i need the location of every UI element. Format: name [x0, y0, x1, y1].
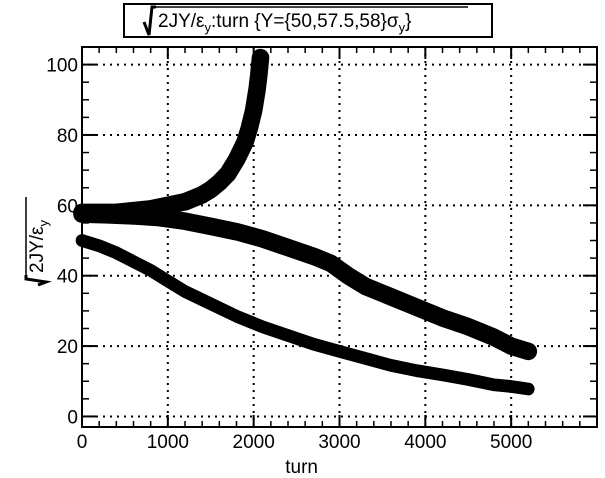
- series-1-point: [166, 203, 170, 207]
- series-2-point: [441, 316, 444, 320]
- title-mid: :turn {Y={50,57.5,58}σ: [211, 11, 399, 32]
- series-1-point: [257, 73, 261, 77]
- series-1-point: [247, 126, 251, 130]
- y-tick-label: 80: [57, 126, 78, 147]
- series-2-line: [73, 205, 538, 361]
- series-3-point: [114, 251, 118, 255]
- series-2-point: [415, 305, 419, 309]
- series-3-point: [183, 290, 187, 293]
- series-3-point: [166, 279, 170, 283]
- series-2-point: [389, 295, 393, 299]
- chart-title: 2JY/εy:turn {Y={50,57.5,58}σy}: [123, 3, 493, 38]
- title-main: 2JY/ε: [158, 11, 205, 32]
- series-2-point: [106, 213, 110, 217]
- series-3-point: [286, 334, 290, 337]
- series-2-point: [312, 254, 316, 258]
- series-2-point: [235, 230, 238, 234]
- series-3-point: [80, 239, 84, 242]
- series-3-point: [260, 325, 264, 329]
- tick-labels: 0 1000 2000 3000 4000 5000 0 20 40 60 80 100: [46, 56, 532, 453]
- series-2-point: [260, 237, 264, 241]
- series-3-point: [235, 314, 238, 318]
- series-layer: [73, 48, 538, 396]
- y-tick-label: 0: [67, 407, 78, 428]
- series-3-point: [97, 244, 101, 248]
- x-tick-label: 3000: [318, 432, 360, 453]
- series-3-point: [209, 302, 213, 306]
- x-axis-label: turn: [285, 457, 318, 478]
- series-2-point: [183, 219, 187, 223]
- y-tick-label: 20: [57, 337, 78, 358]
- x-tick-label: 5000: [490, 432, 532, 453]
- series-1-point: [259, 56, 262, 60]
- ylabel-main: 2JY/ε: [27, 226, 48, 273]
- series-3-point: [132, 260, 135, 264]
- ylabel-sub: y: [36, 220, 51, 227]
- series-2-point: [132, 214, 135, 218]
- y-tick-label: 60: [57, 196, 78, 217]
- series-2-point: [286, 246, 290, 250]
- x-tick-label: 0: [77, 432, 88, 453]
- series-3-point: [526, 387, 530, 391]
- series-2-point: [157, 216, 161, 220]
- series-3-point: [363, 356, 367, 360]
- series-2-point: [466, 325, 470, 329]
- series-2-point: [526, 349, 530, 353]
- title-sub: y: [205, 20, 212, 35]
- series-1-point: [243, 140, 247, 144]
- axis-ticks: [81, 47, 597, 427]
- y-axis-label: 2JY/εy: [24, 197, 52, 287]
- ylabel-sqrt-symbol: [24, 275, 52, 287]
- series-1-point: [226, 172, 230, 176]
- x-tick-label: 2000: [233, 432, 275, 453]
- series-1-point: [255, 87, 259, 91]
- series-1-point: [209, 188, 213, 191]
- x-tick-label: 1000: [147, 432, 189, 453]
- title-sub2: y: [399, 20, 406, 35]
- y-tick-label: 100: [46, 56, 78, 77]
- svg-text:2JY/εy:turn {Y={50,57.5,58}σy}: 2JY/εy:turn {Y={50,57.5,58}σy}: [158, 11, 412, 35]
- series-2-point: [363, 284, 367, 288]
- series-1-point: [252, 108, 256, 112]
- series-3-point: [389, 363, 393, 367]
- series-2-point: [492, 335, 496, 339]
- series-2-point: [209, 224, 213, 228]
- series-3-point: [338, 349, 341, 353]
- x-tick-label: 4000: [404, 432, 446, 453]
- series-3-point: [312, 342, 316, 346]
- series-3-point: [149, 268, 153, 272]
- svg-text:2JY/εy: 2JY/εy: [27, 220, 51, 274]
- series-2-point: [80, 212, 84, 216]
- series-3-point: [441, 373, 444, 377]
- series-3-point: [492, 383, 496, 387]
- series-2-point: [329, 261, 333, 265]
- series-1-point: [200, 193, 204, 197]
- y-tick-label: 40: [57, 267, 78, 288]
- series-3-point: [509, 385, 513, 388]
- title-end: }: [405, 11, 411, 32]
- series-1-point: [235, 158, 238, 162]
- series-3-point: [466, 378, 470, 381]
- series-1-point: [217, 181, 221, 184]
- series-1-point: [183, 200, 187, 204]
- series-2-point: [509, 344, 513, 348]
- series-3-point: [415, 369, 419, 373]
- series-2-point: [346, 274, 350, 278]
